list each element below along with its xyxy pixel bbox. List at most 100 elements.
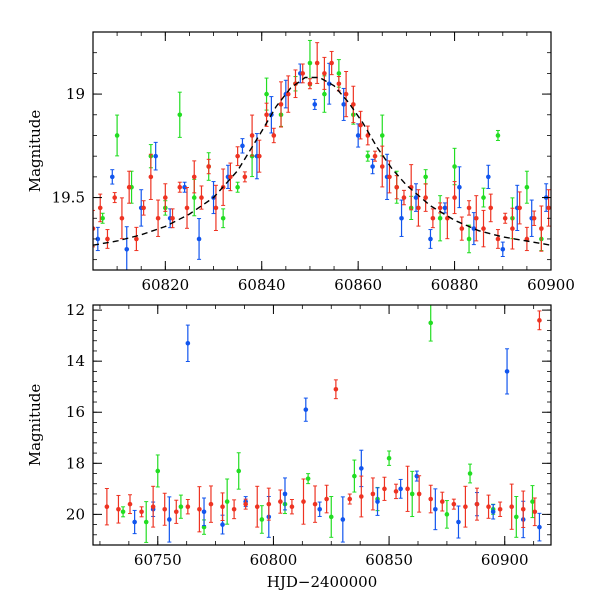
data-point xyxy=(220,504,225,510)
data-point xyxy=(398,486,403,492)
data-point xyxy=(178,504,184,510)
data-point xyxy=(236,468,242,474)
data-point xyxy=(191,174,197,180)
data-point xyxy=(488,205,494,211)
data-point xyxy=(326,81,332,87)
data-point xyxy=(100,215,105,221)
data-point xyxy=(317,506,322,512)
data-point xyxy=(423,174,428,180)
data-point xyxy=(254,504,260,510)
data-point xyxy=(324,496,329,502)
data-point xyxy=(184,205,190,211)
data-point xyxy=(351,102,356,107)
data-point xyxy=(341,102,346,107)
data-point xyxy=(228,174,233,180)
data-point xyxy=(490,509,496,515)
data-point xyxy=(114,133,120,138)
x-tick-label: 60840 xyxy=(238,276,286,294)
data-point xyxy=(170,215,175,221)
series-1 xyxy=(95,62,549,270)
data-point xyxy=(134,236,139,242)
data-point xyxy=(235,184,240,190)
data-point xyxy=(182,184,187,190)
data-point xyxy=(220,522,225,527)
data-point xyxy=(537,318,542,323)
data-point xyxy=(457,184,462,190)
data-point xyxy=(531,215,537,221)
data-point xyxy=(486,504,491,510)
y-tick-label: 20 xyxy=(66,505,85,523)
data-point xyxy=(328,514,334,520)
data-point xyxy=(430,215,436,221)
data-point xyxy=(375,499,380,504)
data-point xyxy=(119,215,125,221)
data-point xyxy=(452,164,457,169)
data-point xyxy=(196,236,202,242)
data-point xyxy=(104,504,110,510)
data-point xyxy=(220,215,226,221)
plot-frame xyxy=(92,31,552,271)
data-point xyxy=(473,215,479,221)
series-1 xyxy=(132,324,542,543)
data-point xyxy=(546,205,551,211)
data-point xyxy=(155,468,161,474)
x-tick-label: 60900 xyxy=(481,551,529,569)
series-0 xyxy=(120,305,535,543)
y-tick-label: 19 xyxy=(66,85,85,103)
data-point xyxy=(312,501,318,507)
data-point xyxy=(474,501,480,507)
data-point xyxy=(524,184,530,190)
data-point xyxy=(150,504,156,510)
data-point xyxy=(289,504,295,510)
data-point xyxy=(95,236,101,242)
data-point xyxy=(257,153,262,159)
data-point xyxy=(314,60,320,66)
data-point xyxy=(162,506,168,512)
data-point xyxy=(413,195,419,200)
data-point xyxy=(132,519,137,525)
data-point xyxy=(213,205,219,211)
data-point xyxy=(264,112,269,118)
data-point xyxy=(329,60,334,66)
data-point xyxy=(399,215,404,221)
data-point xyxy=(537,524,542,530)
data-point xyxy=(409,491,415,497)
data-point xyxy=(282,491,288,497)
data-point xyxy=(242,174,248,180)
top-panel: 60820 60840 60860 60880 60900 19 19.5 Magnitude xyxy=(26,31,575,294)
data-point xyxy=(305,476,311,481)
data-point xyxy=(177,112,183,118)
data-point xyxy=(343,91,349,97)
series-2 xyxy=(93,42,551,252)
data-point xyxy=(481,195,486,200)
data-point xyxy=(530,499,535,504)
data-point xyxy=(428,236,433,242)
bottom-panel: 60750 60800 60850 60900 12 14 16 18 20 Magnitude H… xyxy=(26,301,552,591)
data-point xyxy=(359,494,364,499)
data-point xyxy=(467,471,473,476)
x-tick-label: 60850 xyxy=(365,551,413,569)
data-point xyxy=(379,133,385,138)
data-point xyxy=(370,164,375,169)
data-point xyxy=(510,226,515,231)
data-point xyxy=(495,133,501,138)
data-point xyxy=(456,519,461,525)
data-point xyxy=(307,60,313,66)
data-point xyxy=(155,215,161,221)
x-tick-label: 60860 xyxy=(334,276,382,294)
data-point xyxy=(401,195,407,200)
data-point xyxy=(433,506,438,512)
data-point xyxy=(97,205,103,211)
data-point xyxy=(185,504,191,510)
data-point xyxy=(365,153,371,159)
data-point xyxy=(539,226,544,231)
data-point xyxy=(285,91,291,97)
data-point xyxy=(300,71,306,76)
data-point xyxy=(322,71,327,76)
data-point xyxy=(439,499,445,504)
data-point xyxy=(416,491,422,497)
data-point xyxy=(386,455,392,461)
data-point xyxy=(514,514,519,520)
data-point xyxy=(394,184,400,190)
plot-area xyxy=(104,305,542,543)
